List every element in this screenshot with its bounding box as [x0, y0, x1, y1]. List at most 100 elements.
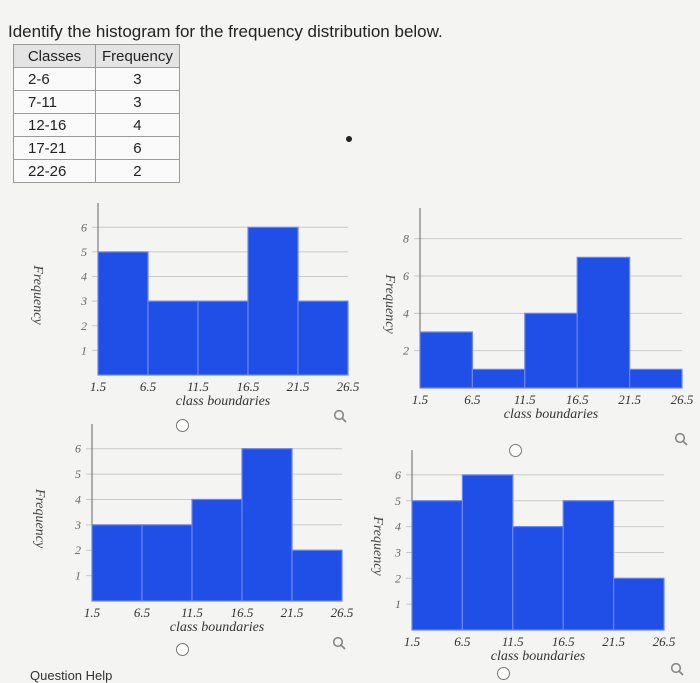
histogram-bar — [419, 331, 474, 389]
y-tick-label: 2 — [75, 543, 81, 557]
x-tick-label: 6.5 — [464, 392, 481, 407]
x-tick-label: 16.5 — [552, 634, 575, 649]
y-tick-label: 6 — [75, 442, 81, 456]
x-tick-label: 26.5 — [653, 634, 676, 649]
zoom-icon[interactable] — [332, 636, 346, 650]
histogram-bar — [97, 251, 149, 376]
class-cell: 12-16 — [13, 113, 96, 137]
class-cell: 7-11 — [13, 90, 96, 114]
histogram-bar — [471, 368, 526, 389]
table-header-row: Classes Frequency — [13, 44, 180, 68]
histogram-a-svg: 1 2 3 4 5 6 1.5 6.5 11.5 16.5 21.5 26.5 class bounda… — [30, 203, 360, 409]
option-a-radio[interactable] — [176, 419, 189, 432]
histogram-b-svg: 2 4 6 8 1.5 6.5 11.5 16.5 21.5 26.5 class boundari… — [382, 208, 694, 422]
histogram-option-b: 2 4 6 8 1.5 6.5 11.5 16.5 21.5 26.5 class boundari… — [372, 208, 700, 445]
x-tick-label: 16.5 — [237, 379, 260, 394]
x-axis-label: class boundaries — [176, 394, 271, 409]
classes-header: Classes — [13, 44, 96, 68]
table-row: 7-11 3 — [13, 90, 180, 114]
histogram-bar — [461, 474, 514, 631]
x-tick-label: 21.5 — [602, 634, 625, 649]
table-row: 22-26 2 — [13, 159, 180, 183]
x-tick-label: 1.5 — [90, 379, 107, 394]
histogram-c-svg: 1 2 3 4 5 6 1.5 6.5 11.5 16.5 21.5 26.5 class bounda… — [32, 424, 354, 635]
histogram-bar — [512, 526, 564, 631]
y-axis-label: Frequency — [32, 488, 47, 549]
class-cell: 2-6 — [13, 67, 96, 91]
option-b-radio[interactable] — [509, 444, 522, 457]
histogram-option-a: 1 2 3 4 5 6 1.5 6.5 11.5 16.5 21.5 26.5 class bounda… — [20, 195, 360, 430]
frequency-cell: 2 — [95, 159, 180, 183]
y-tick-label: 2 — [403, 344, 409, 358]
histogram-bar — [629, 368, 683, 389]
zoom-icon[interactable] — [670, 662, 684, 676]
table-row: 12-16 4 — [13, 113, 180, 137]
histogram-option-c: 1 2 3 4 5 6 1.5 6.5 11.5 16.5 21.5 26.5 class bounda… — [22, 424, 354, 651]
table-row: 17-21 6 — [13, 136, 180, 160]
y-tick-label: 5 — [75, 467, 81, 481]
y-tick-label: 1 — [395, 597, 401, 611]
table-row: 2-6 3 — [13, 67, 180, 91]
zoom-icon[interactable] — [674, 432, 688, 446]
frequency-table: Classes Frequency 2-6 3 7-11 3 12-16 4 1… — [13, 44, 180, 183]
y-tick-label: 6 — [395, 468, 401, 482]
y-tick-label: 4 — [75, 492, 81, 506]
x-tick-label: 1.5 — [84, 605, 101, 620]
frequency-cell: 3 — [95, 90, 180, 114]
y-tick-label: 6 — [403, 269, 409, 283]
histogram-bar — [241, 448, 293, 602]
frequency-header: Frequency — [95, 44, 180, 68]
x-tick-label: 26.5 — [337, 379, 360, 394]
y-tick-label: 8 — [403, 232, 409, 246]
histogram-bar — [247, 226, 299, 376]
x-axis-label: class boundaries — [170, 620, 265, 635]
y-tick-label: 1 — [81, 343, 87, 357]
cursor-dot — [346, 136, 352, 142]
option-c-radio[interactable] — [176, 643, 189, 656]
histogram-d-svg: 1 2 3 4 5 6 1.5 6.5 11.5 16.5 21.5 26.5 class bounda… — [370, 450, 676, 664]
option-d-radio[interactable] — [497, 667, 510, 680]
histogram-bar — [297, 300, 349, 376]
y-tick-label: 3 — [80, 294, 87, 308]
y-tick-label: 2 — [395, 571, 401, 585]
x-tick-label: 6.5 — [454, 634, 471, 649]
x-tick-label: 1.5 — [412, 392, 429, 407]
question-help-link[interactable]: Question Help — [30, 668, 113, 683]
class-cell: 17-21 — [13, 136, 96, 160]
x-tick-label: 6.5 — [140, 379, 157, 394]
x-tick-label: 11.5 — [514, 392, 536, 407]
x-tick-label: 11.5 — [502, 634, 524, 649]
x-tick-label: 21.5 — [287, 379, 310, 394]
y-tick-label: 3 — [394, 545, 401, 559]
frequency-cell: 3 — [95, 67, 180, 91]
y-tick-label: 4 — [81, 270, 87, 284]
y-tick-label: 4 — [403, 306, 409, 320]
histogram-bar — [147, 300, 199, 376]
histogram-bar — [562, 500, 615, 631]
y-tick-label: 3 — [74, 518, 81, 532]
x-tick-label: 11.5 — [187, 379, 209, 394]
y-axis-label: Frequency — [382, 273, 397, 334]
histogram-bar — [141, 524, 193, 602]
x-axis-label: class boundaries — [491, 649, 586, 664]
x-tick-label: 11.5 — [181, 605, 203, 620]
y-axis-label: Frequency — [30, 264, 45, 325]
histogram-bar — [576, 256, 631, 389]
x-tick-label: 21.5 — [618, 392, 641, 407]
question-prompt: Identify the histogram for the frequency… — [8, 22, 443, 41]
histogram-bar — [197, 300, 249, 376]
x-tick-label: 6.5 — [134, 605, 151, 620]
x-tick-label: 1.5 — [404, 634, 421, 649]
histogram-bar — [613, 577, 665, 631]
histogram-bar — [524, 312, 578, 389]
zoom-icon[interactable] — [333, 409, 347, 423]
x-tick-label: 26.5 — [331, 605, 354, 620]
histogram-option-d: 1 2 3 4 5 6 1.5 6.5 11.5 16.5 21.5 26.5 class bounda… — [360, 450, 690, 677]
y-axis-label: Frequency — [370, 515, 385, 576]
class-cell: 22-26 — [13, 159, 96, 183]
frequency-cell: 6 — [95, 136, 180, 160]
x-tick-label: 26.5 — [671, 392, 694, 407]
x-tick-label: 16.5 — [231, 605, 254, 620]
histogram-bar — [191, 498, 243, 602]
x-tick-label: 21.5 — [281, 605, 304, 620]
